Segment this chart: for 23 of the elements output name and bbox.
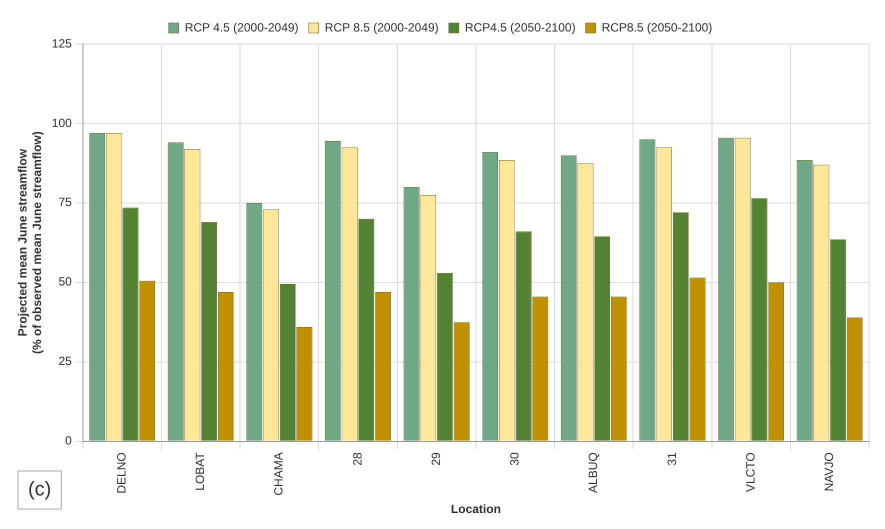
x-tick-label: 31 [664, 452, 679, 466]
x-tick-label: VLCTO [743, 452, 758, 492]
x-tick-label: NAVJO [822, 452, 836, 492]
x-axis-title: Location [450, 502, 501, 516]
y-tick-label: 25 [58, 354, 72, 368]
y-tick-label: 100 [52, 116, 72, 130]
legend-label: RCP4.5 (2050-2100) [464, 20, 576, 34]
y-tick-label: 50 [58, 274, 72, 289]
x-tick-label: CHAMA [272, 452, 286, 496]
text: (c) [28, 478, 52, 501]
x-tick-label: 28 [350, 452, 364, 466]
x-tick-label: 29 [428, 452, 443, 466]
legend-label: RCP 8.5 (2000-2049) [324, 20, 439, 34]
y-tick-label: 125 [52, 36, 72, 50]
y-axis-title: Projected mean June streamflow (% of observed mean June streamflow) [16, 131, 44, 354]
x-tick-label: 30 [508, 452, 522, 466]
y-tick-label: 75 [58, 195, 72, 210]
x-tick-label: ALBUQ [586, 452, 600, 493]
legend-label: RCP8.5 (2050-2100) [602, 20, 712, 34]
legend-label: RCP 4.5 (2000-2049) [184, 20, 299, 34]
x-tick-label: LOBAT [193, 452, 208, 491]
y-tick-label: 0 [65, 434, 72, 448]
x-tick-label: DELNO [114, 452, 128, 494]
